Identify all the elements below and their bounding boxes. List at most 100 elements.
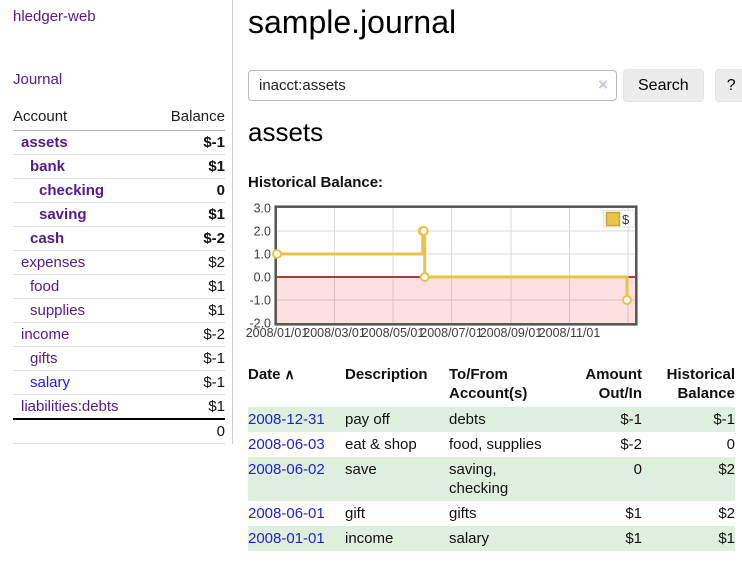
transaction-amount: $1	[625, 505, 642, 522]
search-button[interactable]: Search	[623, 69, 704, 102]
svg-text:0.0: 0.0	[254, 271, 271, 285]
search-input[interactable]	[248, 70, 617, 101]
svg-text:2008/09/01: 2008/09/01	[480, 326, 543, 340]
register-header-amount-out-in: Amount Out/In	[585, 366, 642, 402]
account-balance: $1	[153, 298, 225, 323]
register-header-date[interactable]: Date ∧	[248, 366, 295, 383]
account-row: cash $-2	[13, 226, 225, 251]
transaction-row: 2008-06-01 gift gifts $1 $2	[248, 501, 735, 526]
account-balance: $2	[153, 250, 225, 275]
account-balance: $-1	[153, 370, 225, 395]
app-brand-link[interactable]: hledger-web	[13, 8, 96, 25]
account-row: supplies $1	[13, 298, 225, 323]
accounts-total-row: 0	[13, 418, 225, 444]
account-balance: $-1	[153, 130, 225, 155]
page-title: sample.journal	[248, 4, 457, 40]
chart-title: Historical Balance:	[248, 174, 384, 191]
transaction-accounts: salary	[449, 530, 490, 547]
svg-text:-1.0: -1.0	[249, 294, 271, 308]
search-box: ×	[248, 70, 617, 101]
svg-text:2008/11/01: 2008/11/01	[539, 326, 601, 340]
transaction-date-link[interactable]: 2008-12-31	[248, 411, 325, 428]
svg-text:2008/03/01: 2008/03/01	[303, 326, 366, 340]
svg-text:$: $	[622, 212, 630, 227]
svg-text:3.0: 3.0	[254, 202, 271, 216]
transaction-row: 2008-06-03 eat & shop food, supplies $-2 0	[248, 432, 735, 457]
register-header-to-from-account-s-: To/From Account(s)	[449, 366, 528, 402]
account-balance: $-1	[153, 346, 225, 371]
account-row: checking 0	[13, 178, 225, 203]
transaction-description: pay off	[345, 411, 390, 428]
account-link-saving[interactable]: saving	[39, 206, 87, 223]
svg-text:2008/01/01: 2008/01/01	[246, 326, 309, 340]
transaction-accounts: saving, checking	[449, 461, 509, 497]
svg-text:1.0: 1.0	[254, 248, 271, 262]
transaction-balance: $2	[718, 505, 735, 522]
register-header-description: Description	[345, 366, 428, 383]
account-link-salary[interactable]: salary	[30, 374, 71, 391]
account-row: assets $-1	[13, 130, 225, 155]
transaction-amount: $1	[625, 530, 642, 547]
account-heading: assets	[248, 117, 324, 147]
transaction-date-link[interactable]: 2008-06-01	[248, 505, 325, 522]
account-link-supplies[interactable]: supplies	[30, 302, 86, 319]
transaction-date-link[interactable]: 2008-01-01	[248, 530, 325, 547]
account-link-cash[interactable]: cash	[30, 230, 65, 247]
account-balance: $-2	[153, 226, 225, 251]
svg-text:2008/05/01: 2008/05/01	[362, 326, 425, 340]
sidebar: hledger-web Journal Account Balance asse…	[0, 0, 233, 444]
transaction-description: save	[345, 461, 377, 478]
transaction-row: 2008-01-01 income salary $1 $1	[248, 526, 735, 551]
account-row: bank $1	[13, 154, 225, 179]
accounts-header-balance: Balance	[153, 104, 225, 131]
account-row: food $1	[13, 274, 225, 299]
svg-text:2008/07/01: 2008/07/01	[420, 326, 483, 340]
transaction-description: income	[345, 530, 394, 547]
account-link-bank[interactable]: bank	[30, 158, 66, 175]
account-link-expenses[interactable]: expenses	[21, 254, 86, 271]
transaction-balance: $2	[718, 461, 735, 478]
account-row: income $-2	[13, 322, 225, 347]
sidebar-item-journal[interactable]: Journal	[13, 71, 63, 88]
account-link-assets[interactable]: assets	[21, 134, 68, 151]
transaction-accounts: debts	[449, 411, 486, 428]
transaction-description: eat & shop	[345, 436, 417, 453]
transaction-row: 2008-06-02 save saving, checking 0 $2	[248, 457, 735, 501]
account-balance: $1	[153, 394, 225, 420]
svg-text:2.0: 2.0	[254, 225, 271, 239]
account-balance: 0	[153, 178, 225, 203]
search-form: × Search ?	[248, 69, 742, 102]
transaction-amount: $-1	[620, 411, 642, 428]
account-link-food[interactable]: food	[30, 278, 60, 295]
accounts-header-account: Account	[13, 104, 154, 131]
transaction-date-link[interactable]: 2008-06-03	[248, 436, 325, 453]
account-row: expenses $2	[13, 250, 225, 275]
account-row: salary $-1	[13, 370, 225, 395]
transaction-date-link[interactable]: 2008-06-02	[248, 461, 325, 478]
register-table: Date ∧ Description To/From Account(s) Amount…	[248, 363, 735, 551]
account-link-checking[interactable]: checking	[39, 182, 105, 199]
sort-asc-icon: ∧	[284, 366, 295, 382]
transaction-row: 2008-12-31 pay off debts $-1 $-1	[248, 407, 735, 432]
account-balance: $-2	[153, 322, 225, 347]
account-row: gifts $-1	[13, 346, 225, 371]
transaction-amount: 0	[633, 461, 642, 478]
transaction-balance: $1	[718, 530, 735, 547]
account-link-gifts[interactable]: gifts	[30, 350, 58, 367]
account-link-income[interactable]: income	[21, 326, 70, 343]
help-button[interactable]: ?	[714, 69, 742, 102]
transaction-balance: 0	[726, 436, 735, 453]
account-row: liabilities:debts $1	[13, 394, 225, 420]
transaction-accounts: food, supplies	[449, 436, 542, 453]
transaction-balance: $-1	[713, 411, 735, 428]
transaction-description: gift	[345, 505, 366, 522]
account-balance: $1	[153, 154, 225, 179]
account-balance: $1	[153, 274, 225, 299]
svg-text:-2.0: -2.0	[249, 317, 271, 331]
clear-search-icon[interactable]: ×	[598, 75, 608, 94]
register-header-historical-balance: Historical Balance	[666, 366, 735, 402]
accounts-total-value: 0	[153, 418, 225, 444]
balance-chart: $3.0 2.0 1.0 0.0 -1.0 -2.02008/01/012008/03/0…	[246, 202, 638, 340]
account-link-liabilities-debts[interactable]: liabilities:debts	[21, 398, 119, 415]
account-balance: $1	[153, 202, 225, 227]
